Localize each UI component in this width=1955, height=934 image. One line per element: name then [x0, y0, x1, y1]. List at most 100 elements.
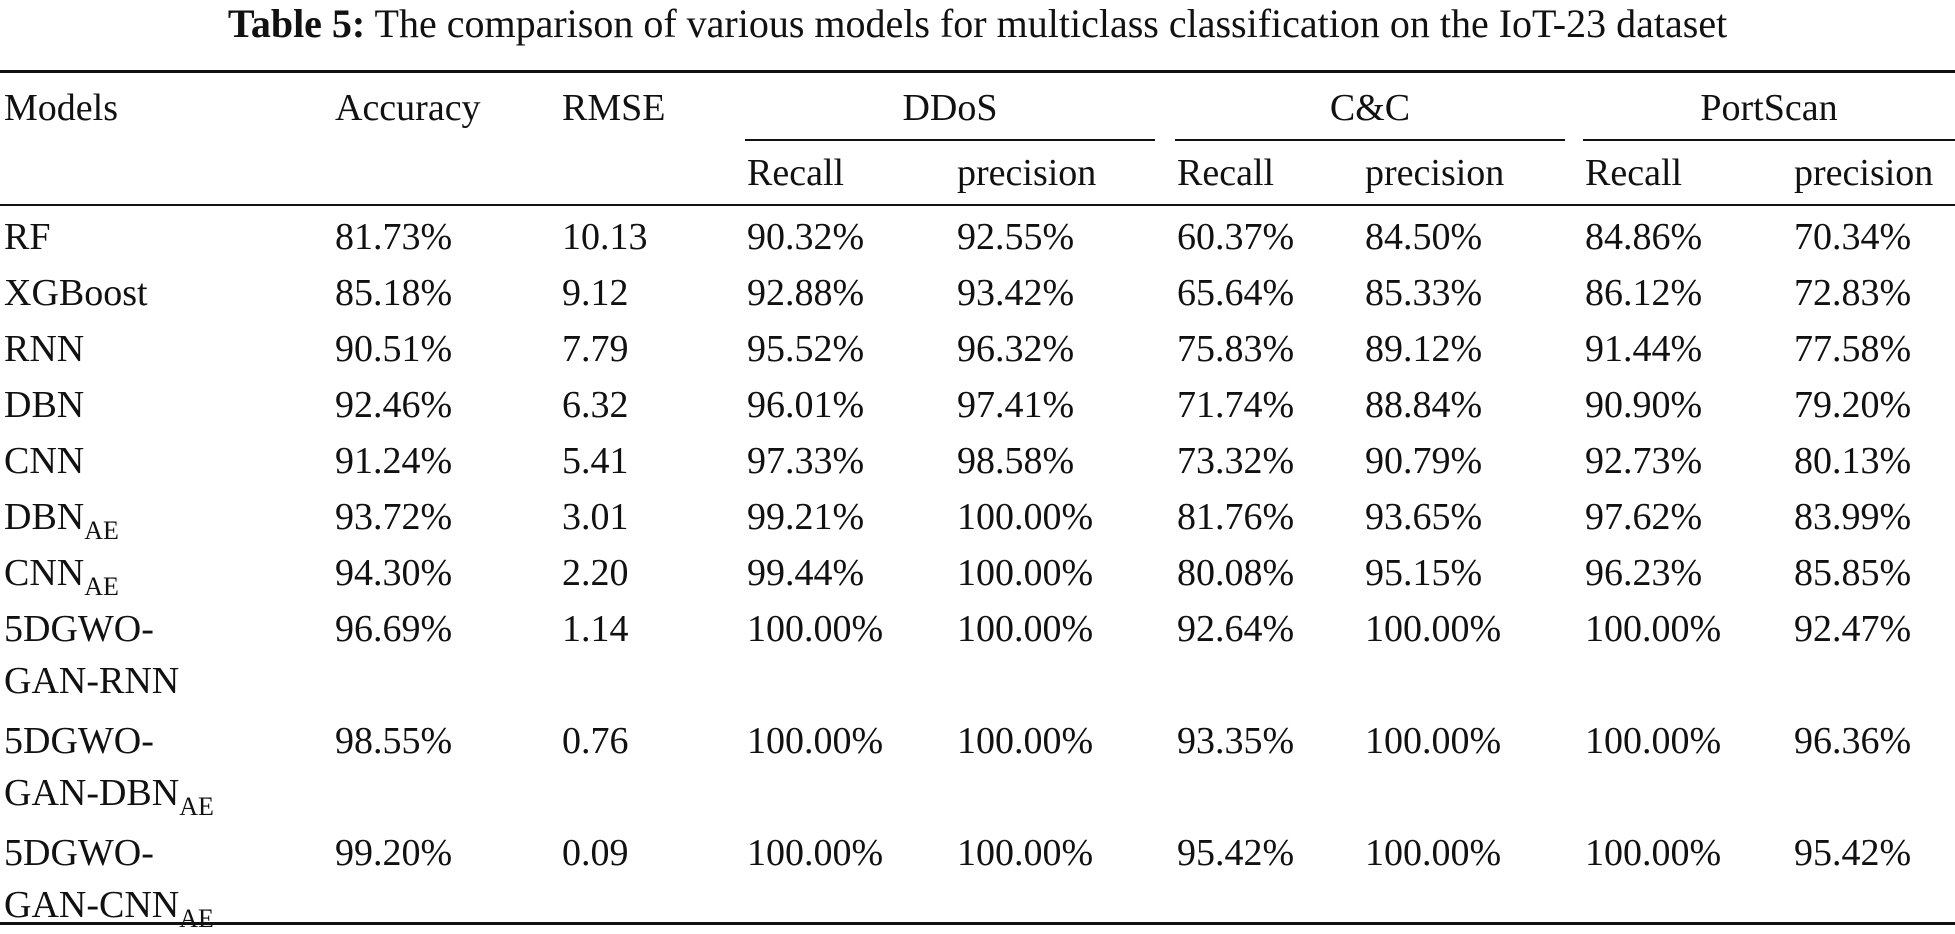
cell-ddos-precision: 100.00% [957, 832, 1094, 874]
cell-cc-precision: 100.00% [1365, 832, 1502, 874]
subheader-portscan-precision: precision [1794, 152, 1934, 194]
cell-ddos-recall: 90.32% [747, 216, 865, 258]
header-group-ddos: DDoS [902, 87, 998, 129]
table-caption-label: Table 5: [227, 1, 366, 46]
model-name: DBNAE [4, 492, 119, 546]
model-name-subscript: AE [84, 516, 119, 545]
model-name-text: GAN-RNN [4, 660, 180, 702]
cell-rmse: 1.14 [562, 608, 629, 650]
cell-portscan-precision: 95.42% [1794, 832, 1912, 874]
model-name: XGBoost [4, 268, 148, 318]
cell-portscan-recall: 91.44% [1585, 328, 1703, 370]
model-name: GAN-DBNAE [4, 768, 214, 822]
header-accuracy: Accuracy [335, 87, 481, 129]
group-rule-cc [1175, 139, 1565, 141]
cell-portscan-recall: 100.00% [1585, 832, 1722, 874]
cell-cc-precision: 89.12% [1365, 328, 1483, 370]
cell-cc-precision: 85.33% [1365, 272, 1483, 314]
table-bottom-rule [0, 922, 1955, 925]
model-name: GAN-CNNAE [4, 880, 214, 934]
model-name: RF [4, 212, 50, 262]
cell-cc-recall: 95.42% [1177, 832, 1295, 874]
cell-ddos-precision: 96.32% [957, 328, 1075, 370]
cell-accuracy: 81.73% [335, 216, 453, 258]
cell-cc-recall: 73.32% [1177, 440, 1295, 482]
cell-cc-recall: 92.64% [1177, 608, 1295, 650]
cell-accuracy: 94.30% [335, 552, 453, 594]
cell-cc-recall: 80.08% [1177, 552, 1295, 594]
cell-portscan-precision: 83.99% [1794, 496, 1912, 538]
cell-ddos-precision: 100.00% [957, 496, 1094, 538]
cell-rmse: 0.09 [562, 832, 629, 874]
cell-rmse: 10.13 [562, 216, 648, 258]
cell-portscan-recall: 97.62% [1585, 496, 1703, 538]
cell-accuracy: 92.46% [335, 384, 453, 426]
cell-ddos-recall: 95.52% [747, 328, 865, 370]
model-name-subscript: AE [179, 904, 214, 933]
model-name-text: CNN [4, 552, 85, 594]
model-name: CNN [4, 436, 84, 486]
model-name-text: RF [4, 216, 51, 258]
model-name-text: 5DGWO- [4, 720, 154, 762]
model-name: GAN-RNN [4, 656, 179, 706]
cell-cc-precision: 95.15% [1365, 552, 1483, 594]
model-name: 5DGWO- [4, 604, 154, 654]
model-name-text: DBN [4, 496, 85, 538]
subheader-cc-precision: precision [1365, 152, 1505, 194]
cell-ddos-precision: 100.00% [957, 552, 1094, 594]
cell-portscan-precision: 92.47% [1794, 608, 1912, 650]
cell-accuracy: 85.18% [335, 272, 453, 314]
model-name-text: XGBoost [4, 272, 148, 314]
cell-cc-recall: 71.74% [1177, 384, 1295, 426]
subheader-ddos-precision: precision [957, 152, 1097, 194]
cell-cc-recall: 81.76% [1177, 496, 1295, 538]
header-group-cc: C&C [1329, 87, 1411, 129]
cell-portscan-recall: 96.23% [1585, 552, 1703, 594]
model-name-subscript: AE [179, 792, 214, 821]
cell-rmse: 0.76 [562, 720, 629, 762]
cell-portscan-recall: 86.12% [1585, 272, 1703, 314]
model-name-text: DBN [4, 384, 85, 426]
cell-cc-precision: 88.84% [1365, 384, 1483, 426]
cell-portscan-recall: 90.90% [1585, 384, 1703, 426]
cell-portscan-precision: 96.36% [1794, 720, 1912, 762]
header-models: Models [4, 87, 118, 129]
cell-portscan-recall: 84.86% [1585, 216, 1703, 258]
header-rmse: RMSE [562, 87, 666, 129]
cell-ddos-precision: 98.58% [957, 440, 1075, 482]
cell-portscan-precision: 80.13% [1794, 440, 1912, 482]
cell-accuracy: 90.51% [335, 328, 453, 370]
cell-ddos-precision: 97.41% [957, 384, 1075, 426]
model-name-text: 5DGWO- [4, 832, 154, 874]
cell-ddos-precision: 93.42% [957, 272, 1075, 314]
cell-cc-precision: 84.50% [1365, 216, 1483, 258]
cell-portscan-precision: 79.20% [1794, 384, 1912, 426]
cell-portscan-precision: 70.34% [1794, 216, 1912, 258]
model-name-text: CNN [4, 440, 85, 482]
cell-ddos-recall: 100.00% [747, 832, 884, 874]
cell-cc-precision: 90.79% [1365, 440, 1483, 482]
cell-rmse: 6.32 [562, 384, 629, 426]
group-rule-ddos [745, 139, 1155, 141]
cell-ddos-recall: 99.44% [747, 552, 865, 594]
cell-accuracy: 98.55% [335, 720, 453, 762]
cell-portscan-recall: 100.00% [1585, 720, 1722, 762]
cell-ddos-recall: 99.21% [747, 496, 865, 538]
cell-ddos-precision: 100.00% [957, 720, 1094, 762]
table-top-rule [0, 70, 1955, 73]
group-rule-portscan [1583, 139, 1955, 141]
cell-cc-recall: 65.64% [1177, 272, 1295, 314]
subheader-ddos-recall: Recall [747, 152, 845, 194]
cell-accuracy: 91.24% [335, 440, 453, 482]
cell-cc-recall: 60.37% [1177, 216, 1295, 258]
cell-ddos-recall: 97.33% [747, 440, 865, 482]
cell-portscan-recall: 100.00% [1585, 608, 1722, 650]
model-name-text: RNN [4, 328, 85, 370]
cell-ddos-recall: 96.01% [747, 384, 865, 426]
cell-accuracy: 93.72% [335, 496, 453, 538]
cell-cc-precision: 100.00% [1365, 608, 1502, 650]
cell-cc-recall: 75.83% [1177, 328, 1295, 370]
subheader-cc-recall: Recall [1177, 152, 1275, 194]
cell-ddos-recall: 100.00% [747, 608, 884, 650]
table-caption-text: The comparison of various models for mul… [374, 1, 1728, 46]
